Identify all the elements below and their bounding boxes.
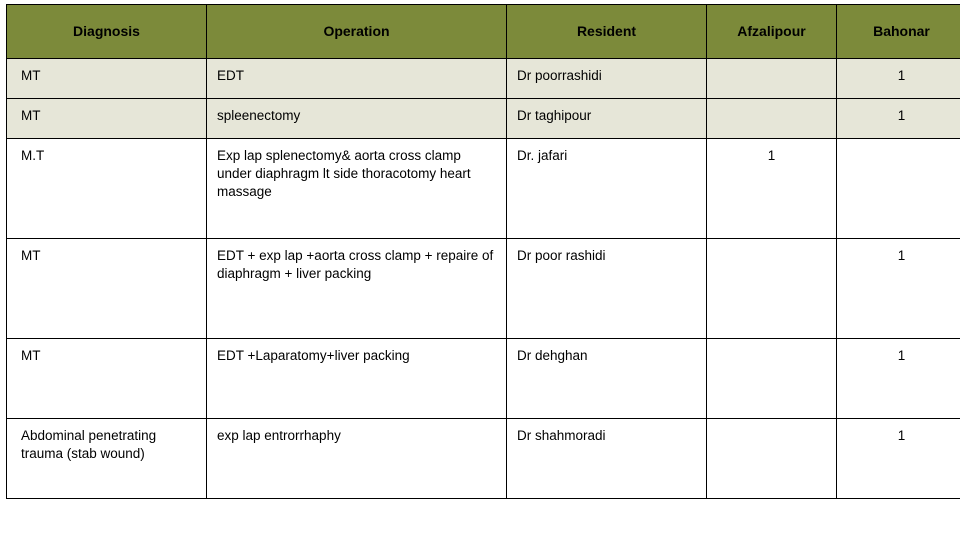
cell-operation: exp lap entrorrhaphy bbox=[207, 419, 507, 499]
table-row: MTEDTDr poorrashidi 1 bbox=[7, 59, 960, 99]
cell-operation: Exp lap splenectomy& aorta cross clamp u… bbox=[207, 139, 507, 239]
cell-diagnosis: MT bbox=[7, 59, 207, 99]
cell-bahonar: 1 bbox=[837, 239, 960, 339]
col-header-bahonar: Bahonar bbox=[837, 5, 960, 59]
cell-bahonar: 1 bbox=[837, 339, 960, 419]
cell-afzalipour bbox=[707, 99, 837, 139]
cell-operation: EDT +Laparatomy+liver packing bbox=[207, 339, 507, 419]
medical-table: Diagnosis Operation Resident Afzalipour … bbox=[6, 4, 960, 499]
cell-bahonar bbox=[837, 139, 960, 239]
cell-afzalipour bbox=[707, 339, 837, 419]
table-row: M.TExp lap splenectomy& aorta cross clam… bbox=[7, 139, 960, 239]
col-header-operation: Operation bbox=[207, 5, 507, 59]
cell-diagnosis: M.T bbox=[7, 139, 207, 239]
cell-resident: Dr taghipour bbox=[507, 99, 707, 139]
cell-operation: EDT bbox=[207, 59, 507, 99]
cell-afzalipour bbox=[707, 59, 837, 99]
slide-frame: Diagnosis Operation Resident Afzalipour … bbox=[0, 0, 960, 540]
col-header-afzalipour: Afzalipour bbox=[707, 5, 837, 59]
cell-diagnosis: MT bbox=[7, 239, 207, 339]
cell-diagnosis: MT bbox=[7, 339, 207, 419]
cell-bahonar: 1 bbox=[837, 419, 960, 499]
cell-resident: Dr poorrashidi bbox=[507, 59, 707, 99]
cell-afzalipour: 1 bbox=[707, 139, 837, 239]
table-header: Diagnosis Operation Resident Afzalipour … bbox=[7, 5, 960, 59]
table-row: MTEDT + exp lap +aorta cross clamp + rep… bbox=[7, 239, 960, 339]
col-header-diagnosis: Diagnosis bbox=[7, 5, 207, 59]
cell-resident: Dr shahmoradi bbox=[507, 419, 707, 499]
cell-bahonar: 1 bbox=[837, 99, 960, 139]
cell-resident: Dr poor rashidi bbox=[507, 239, 707, 339]
cell-afzalipour bbox=[707, 239, 837, 339]
cell-diagnosis: MT bbox=[7, 99, 207, 139]
table-row: MTspleenectomyDr taghipour 1 bbox=[7, 99, 960, 139]
cell-operation: spleenectomy bbox=[207, 99, 507, 139]
cell-afzalipour bbox=[707, 419, 837, 499]
col-header-resident: Resident bbox=[507, 5, 707, 59]
table-row: Abdominal penetrating trauma (stab wound… bbox=[7, 419, 960, 499]
table-body: MTEDTDr poorrashidi1MTspleenectomyDr tag… bbox=[7, 59, 960, 499]
cell-resident: Dr. jafari bbox=[507, 139, 707, 239]
cell-resident: Dr dehghan bbox=[507, 339, 707, 419]
cell-operation: EDT + exp lap +aorta cross clamp + repai… bbox=[207, 239, 507, 339]
cell-diagnosis: Abdominal penetrating trauma (stab wound… bbox=[7, 419, 207, 499]
table-row: MTEDT +Laparatomy+liver packingDr dehgha… bbox=[7, 339, 960, 419]
cell-bahonar: 1 bbox=[837, 59, 960, 99]
